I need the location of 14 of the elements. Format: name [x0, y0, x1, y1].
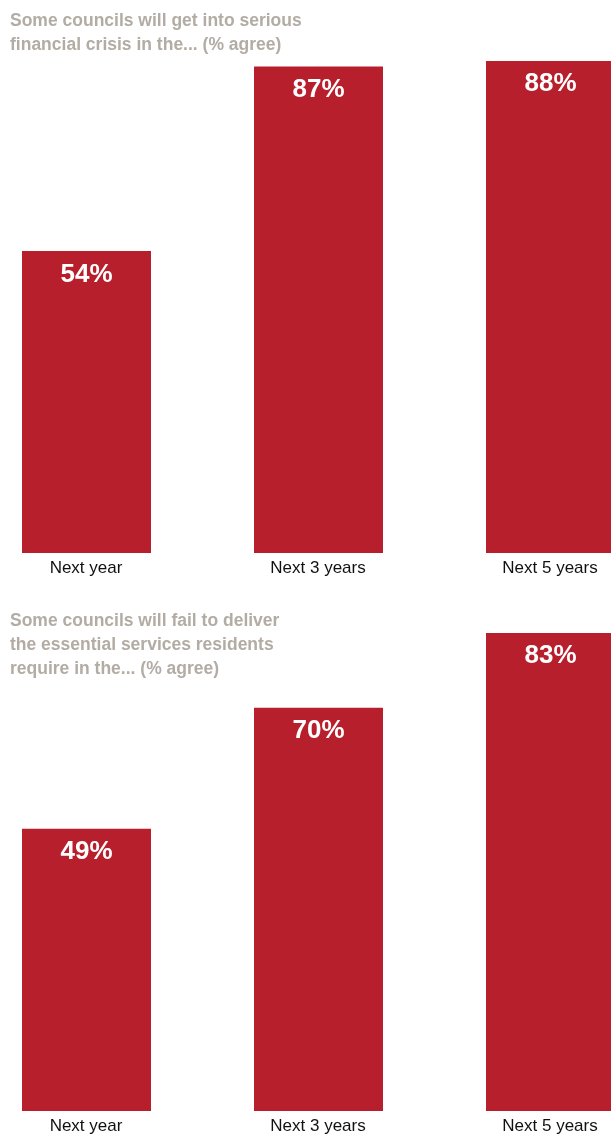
x-tick-label: Next 3 years: [270, 1116, 366, 1136]
x-tick-label: Next year: [49, 1116, 123, 1136]
data-label: 49%: [60, 835, 113, 866]
data-label: 87%: [292, 73, 345, 104]
data-label: 70%: [292, 714, 345, 745]
x-tick-label: Next 5 years: [502, 1116, 598, 1136]
chart-title: Some councils will fail to deliver the essential services residents require in the... (% agree): [10, 609, 280, 680]
chart-title: Some councils will get into serious financial crisis in the... (% agree): [10, 9, 302, 56]
x-tick-label: Next year: [49, 558, 123, 578]
data-label: 83%: [524, 639, 577, 670]
x-tick-label: Next 5 years: [502, 558, 598, 578]
data-label: 54%: [60, 257, 113, 288]
data-label: 88%: [524, 67, 577, 98]
x-tick-label: Next 3 years: [270, 558, 366, 578]
